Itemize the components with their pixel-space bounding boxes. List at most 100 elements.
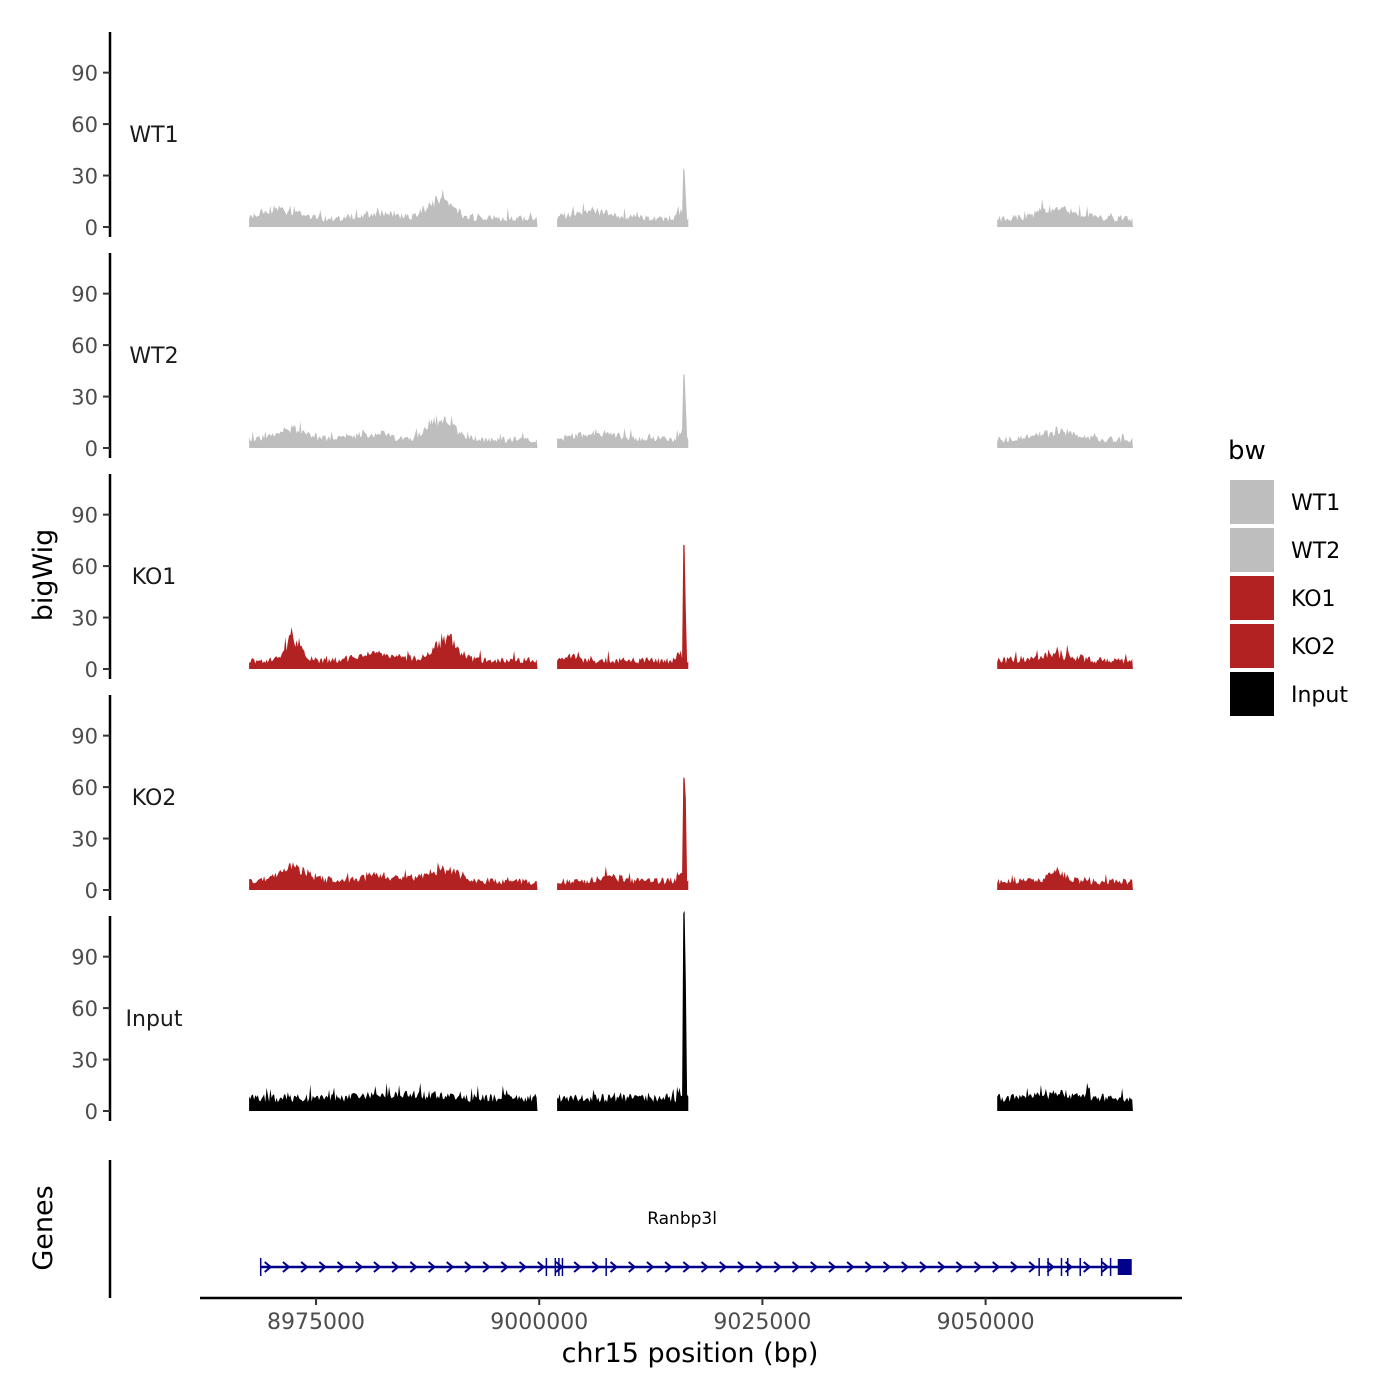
- legend-key-wt2: [1230, 528, 1274, 572]
- signal-area: [557, 910, 689, 1111]
- signal-area: [557, 167, 689, 227]
- strand-arrow: [427, 1261, 437, 1273]
- y-tick-label: 0: [85, 1100, 98, 1124]
- strand-arrow: [810, 1261, 819, 1273]
- track-wt2: 0 30 60 90 WT2: [71, 253, 1133, 461]
- strand-arrow: [282, 1261, 291, 1273]
- strand-arrow: [737, 1261, 746, 1273]
- strand-arrow: [901, 1261, 910, 1273]
- track-label: WT2: [129, 344, 178, 369]
- legend-label: KO2: [1291, 635, 1336, 660]
- strand-arrow: [446, 1261, 455, 1273]
- strand-arrow: [992, 1261, 1001, 1273]
- track-ko2: 0 30 60 90 KO2: [71, 695, 1133, 903]
- track-wt1: 0 30 60 90 WT1: [71, 32, 1133, 240]
- track-input: 0 30 60 90 Input: [71, 910, 1133, 1124]
- signal-tracks: 0 30 60 90 WT1 0 30 60 90 WT2 0 30 60 90 KO1 0 30 60 90 KO2…: [71, 32, 1133, 1124]
- legend-label: Input: [1291, 683, 1348, 708]
- strand-arrow: [755, 1261, 764, 1273]
- strand-arrow: [318, 1261, 327, 1273]
- y-tick-label: 60: [71, 334, 98, 358]
- strand-arrow: [719, 1261, 728, 1273]
- strand-arrow: [664, 1261, 673, 1273]
- legend: bw WT1 WT2 KO1 KO2 Input: [1228, 436, 1348, 716]
- y-tick-label: 0: [85, 658, 98, 682]
- y-tick-label: 0: [85, 216, 98, 240]
- strand-arrow: [828, 1261, 837, 1273]
- track-label: WT1: [129, 123, 178, 148]
- legend-key-ko2: [1230, 624, 1274, 668]
- y-tick-label: 60: [71, 997, 98, 1021]
- strand-arrow: [628, 1261, 637, 1273]
- y-tick-label: 30: [71, 165, 98, 189]
- strand-arrow: [919, 1261, 928, 1273]
- signal-area: [557, 777, 689, 890]
- strand-arrow: [791, 1261, 801, 1273]
- strand-arrow: [1046, 1261, 1055, 1273]
- x-tick-label: 8975000: [267, 1310, 365, 1335]
- strand-arrow: [336, 1261, 346, 1273]
- strand-arrow: [537, 1261, 546, 1273]
- strand-arrow: [409, 1261, 418, 1273]
- track-label: KO2: [132, 786, 177, 811]
- track-ko1: 0 30 60 90 KO1: [71, 474, 1133, 682]
- strand-arrow: [846, 1261, 855, 1273]
- signal-area: [997, 1082, 1133, 1111]
- signal-area: [997, 866, 1133, 890]
- signal-area: [249, 1082, 538, 1111]
- signal-area: [557, 373, 689, 448]
- strand-arrow: [700, 1261, 710, 1273]
- legend-key-wt1: [1230, 480, 1274, 524]
- strand-arrow: [1010, 1261, 1019, 1273]
- strand-arrow: [1083, 1261, 1092, 1273]
- x-axis: 8975000 9000000 9025000 9050000: [200, 1296, 1182, 1335]
- y-tick-label: 60: [71, 113, 98, 137]
- y-tick-label: 90: [71, 504, 98, 528]
- signal-area: [249, 627, 538, 669]
- legend-key-ko1: [1230, 576, 1274, 620]
- strand-arrow: [573, 1261, 582, 1273]
- signal-area: [249, 189, 538, 227]
- strand-arrow: [355, 1261, 364, 1273]
- gene-track: Ranbp3l: [108, 1160, 1132, 1298]
- strand-arrow: [864, 1261, 873, 1273]
- x-tick-label: 9050000: [937, 1310, 1035, 1335]
- y-tick-label: 90: [71, 725, 98, 749]
- x-tick-label: 9000000: [490, 1310, 588, 1335]
- y-tick-label: 60: [71, 555, 98, 579]
- y-tick-label: 30: [71, 828, 98, 852]
- strand-arrow: [609, 1261, 619, 1273]
- y-tick-label: 90: [71, 946, 98, 970]
- signal-area: [557, 544, 689, 669]
- legend-title: bw: [1228, 436, 1266, 466]
- signal-area: [249, 862, 538, 890]
- strand-arrow: [500, 1261, 509, 1273]
- strand-arrow: [264, 1261, 273, 1273]
- strand-arrow: [646, 1261, 655, 1273]
- track-label: Input: [126, 1007, 183, 1032]
- strand-arrow: [464, 1261, 473, 1273]
- strand-arrow: [973, 1261, 983, 1273]
- y-tick-label: 0: [85, 437, 98, 461]
- strand-arrow: [773, 1261, 782, 1273]
- signal-area: [997, 426, 1133, 448]
- strand-arrow: [518, 1261, 528, 1273]
- exon-terminal: [1117, 1259, 1132, 1275]
- strand-arrow: [882, 1261, 892, 1273]
- strand-arrow: [373, 1261, 382, 1273]
- strand-arrow: [482, 1261, 491, 1273]
- y-tick-label: 30: [71, 386, 98, 410]
- strand-arrow: [391, 1261, 400, 1273]
- strand-arrow: [937, 1261, 946, 1273]
- y-tick-label: 90: [71, 62, 98, 86]
- legend-label: WT1: [1291, 491, 1340, 516]
- y-tick-label: 90: [71, 283, 98, 307]
- y-tick-label: 30: [71, 1049, 98, 1073]
- strand-arrow: [1101, 1261, 1110, 1273]
- strand-arrow: [300, 1261, 309, 1273]
- track-label: KO1: [132, 565, 177, 590]
- y-tick-label: 30: [71, 607, 98, 631]
- x-tick-label: 9025000: [713, 1310, 811, 1335]
- gene-name-label: Ranbp3l: [647, 1209, 717, 1229]
